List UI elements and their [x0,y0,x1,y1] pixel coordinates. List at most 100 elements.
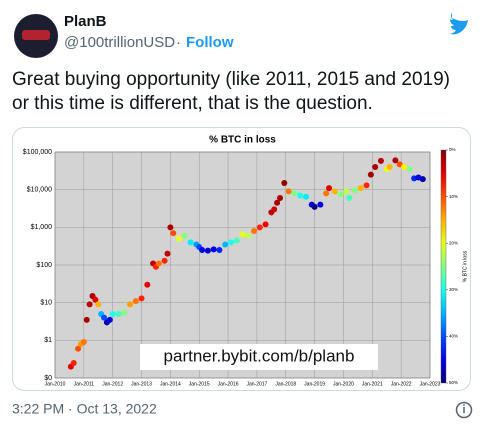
point [83,316,90,323]
annotation: partner.bybit.com/b/planb [164,346,355,365]
y-tick-label: $10,000 [27,187,52,194]
colorbar-label: % BTC in loss [462,250,468,282]
point [346,195,353,202]
x-tick-label: Jan-2017 [246,381,267,387]
point [239,231,246,238]
point [343,188,350,195]
point [92,296,99,303]
point [377,157,384,164]
chart-title: % BTC in loss [209,135,276,146]
timestamp[interactable]: 3:22 PM · Oct 13, 2022 [12,401,157,417]
point [164,250,171,257]
point [161,257,168,264]
point [155,260,162,267]
point [101,314,108,321]
x-tick-label: Jan-2015 [189,381,210,387]
point [187,239,194,246]
point [199,247,206,254]
y-tick-label: $1,000 [31,224,53,231]
point [357,185,364,192]
x-tick-label: Jan-2014 [160,381,181,387]
point [204,247,211,254]
point [216,247,223,254]
point [127,301,133,308]
point [419,176,426,183]
twitter-logo[interactable] [450,13,468,35]
point [262,221,269,228]
point [337,191,344,198]
x-tick-label: Jan-2010 [45,381,66,387]
y-tick-label: $1 [44,337,52,344]
point [291,190,298,197]
point [331,188,338,195]
point [144,281,151,288]
colorbar-tick-label: 20% [449,240,458,245]
separator: · [176,34,181,51]
point [352,187,358,194]
x-tick-label: Jan-2023 [420,381,441,387]
colorbar-tick-label: 40% [449,334,458,339]
point [317,201,324,208]
point [256,224,263,231]
point [274,199,281,206]
point [210,246,217,253]
x-tick-label: Jan-2020 [333,381,354,387]
point [75,345,82,352]
point [138,295,145,302]
point [181,232,188,239]
point [363,182,370,189]
point [121,309,128,316]
point [311,203,318,210]
point [115,311,122,318]
handle[interactable]: @100trillionUSD [64,34,175,51]
y-tick-label: $100,000 [23,149,52,156]
point [222,241,229,248]
point [297,192,304,199]
point [106,316,113,323]
x-tick-label: Jan-2019 [304,381,325,387]
colorbar-tick-label: 50% [449,380,458,385]
point [233,237,240,244]
x-tick-label: Jan-2021 [362,381,383,387]
colorbar-tick-label: 30% [449,287,458,292]
point [277,195,283,202]
x-tick-label: Jan-2016 [218,381,239,387]
x-tick-label: Jan-2011 [74,381,95,387]
point [86,301,93,308]
x-tick-label: Jan-2022 [391,381,412,387]
point [372,163,379,170]
point [396,161,403,168]
point [167,224,174,231]
point [281,180,288,187]
point [245,232,252,239]
info-icon-dot [463,404,465,406]
avatar-cap [22,30,50,40]
point [302,193,309,200]
point [80,339,87,346]
point [109,311,116,318]
colorbar [440,149,447,384]
follow-button[interactable]: Follow [186,34,234,51]
point [367,171,374,178]
colorbar-tick-label: 10% [449,194,458,199]
info-icon-bar [463,407,465,413]
colorbar-tick-label: 0% [449,147,456,152]
point [176,235,183,242]
info-icon[interactable] [455,401,473,419]
point [401,163,408,170]
point [132,298,139,305]
point [406,166,413,173]
point [285,188,292,195]
x-tick-label: Jan-2013 [131,381,152,387]
point [386,163,393,170]
y-tick-label: $0 [44,375,52,382]
point [95,301,102,308]
point [326,185,333,192]
point [392,157,399,164]
y-tick-label: $10 [40,300,52,307]
author-name[interactable]: PlanB [64,13,107,30]
point [251,227,258,234]
x-tick-label: Jan-2018 [275,381,296,387]
